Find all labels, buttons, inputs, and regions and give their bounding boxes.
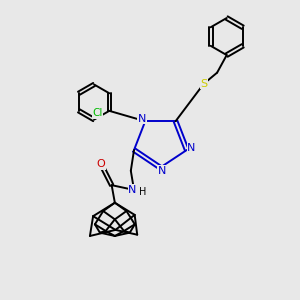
Text: S: S bbox=[200, 79, 207, 89]
Text: Cl: Cl bbox=[92, 108, 103, 118]
Text: N: N bbox=[128, 185, 136, 195]
Text: H: H bbox=[139, 187, 146, 196]
Text: N: N bbox=[188, 143, 196, 153]
Text: N: N bbox=[158, 166, 166, 176]
Text: N: N bbox=[138, 114, 146, 124]
Text: O: O bbox=[97, 159, 106, 170]
